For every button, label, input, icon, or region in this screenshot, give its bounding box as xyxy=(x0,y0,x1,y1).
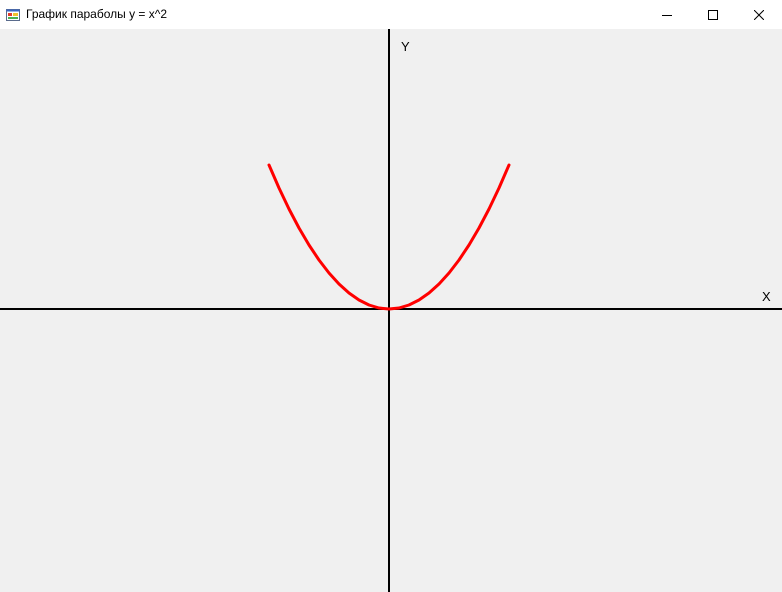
maximize-icon xyxy=(708,9,718,20)
title-bar[interactable]: График параболы y = x^2 xyxy=(0,0,782,29)
app-icon xyxy=(6,9,20,21)
plot-area: Y X xyxy=(0,29,782,592)
minimize-button[interactable] xyxy=(644,0,690,29)
x-axis-label: X xyxy=(762,289,771,304)
maximize-button[interactable] xyxy=(690,0,736,29)
window-title: График параболы y = x^2 xyxy=(26,7,168,21)
close-icon xyxy=(754,9,764,20)
plot-canvas xyxy=(0,29,782,592)
parabola-curve xyxy=(267,163,511,311)
close-button[interactable] xyxy=(736,0,782,29)
y-axis-label: Y xyxy=(401,39,410,54)
minimize-icon xyxy=(662,14,672,16)
